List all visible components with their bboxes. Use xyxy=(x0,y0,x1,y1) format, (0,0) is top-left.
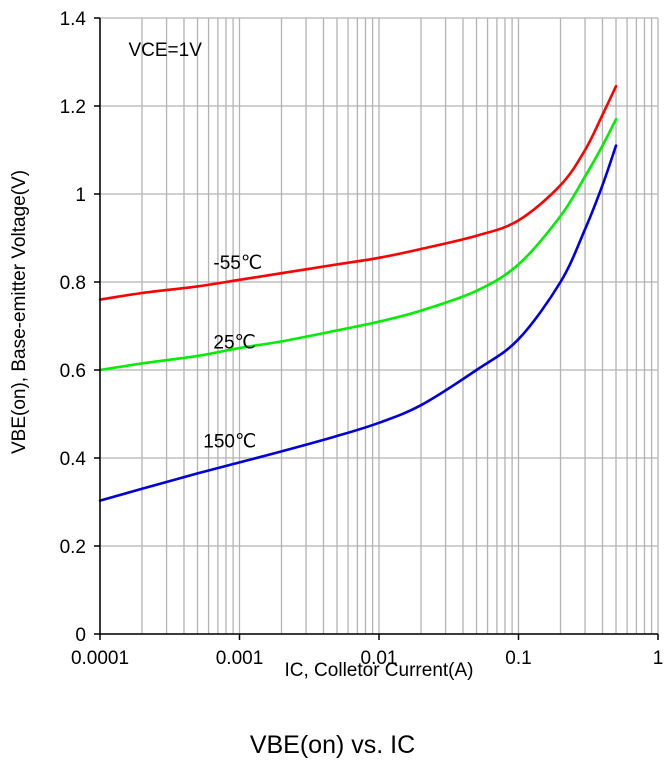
x-tick-label: 0.001 xyxy=(216,648,264,669)
y-tick-label: 0.8 xyxy=(60,273,86,294)
y-axis-title: VBE(on), Base-emitter Voltage(V) xyxy=(9,170,30,454)
x-tick-label: 0.1 xyxy=(505,648,531,669)
x-tick-label: 0.0001 xyxy=(71,648,129,669)
series-line-3 xyxy=(98,144,618,502)
axes xyxy=(94,17,659,640)
series-line-2 xyxy=(98,117,618,372)
series-line-1 xyxy=(98,84,618,301)
y-tick-label: 1.2 xyxy=(60,97,86,118)
y-tick-label: 0.2 xyxy=(60,537,86,558)
grid xyxy=(99,17,659,635)
y-tick-label: 1.4 xyxy=(60,9,87,30)
y-tick-label: 0.4 xyxy=(60,449,87,470)
y-tick-label: 0.6 xyxy=(60,361,86,382)
y-tick-label: 0 xyxy=(75,625,86,646)
series-label-1: -55℃ xyxy=(213,253,262,274)
x-tick-label: 1 xyxy=(653,648,664,669)
x-tick-label: 0.01 xyxy=(361,648,398,669)
x-axis-title: IC, Colletor Current(A) xyxy=(285,660,474,681)
y-tick-labels: 0 0.2 0.4 0.6 0.8 1 1.2 1.4 xyxy=(60,9,87,646)
x-tick-labels: 0.0001 0.001 0.01 0.1 1 xyxy=(71,648,663,669)
series-label-3: 150℃ xyxy=(203,431,256,452)
chart: 0.0001 0.001 0.01 0.1 1 0 0.2 0.4 0.6 0.8 1 1.2 1.4… xyxy=(9,9,663,681)
series-label-2: 25℃ xyxy=(213,332,255,353)
series-group xyxy=(98,84,618,502)
annotations: VCE=1V -55℃ 25℃ 150℃ xyxy=(128,40,262,453)
y-tick-label: 1 xyxy=(75,185,86,206)
chart-caption: VBE(on) vs. IC xyxy=(249,731,416,759)
condition-annotation: VCE=1V xyxy=(128,40,202,61)
